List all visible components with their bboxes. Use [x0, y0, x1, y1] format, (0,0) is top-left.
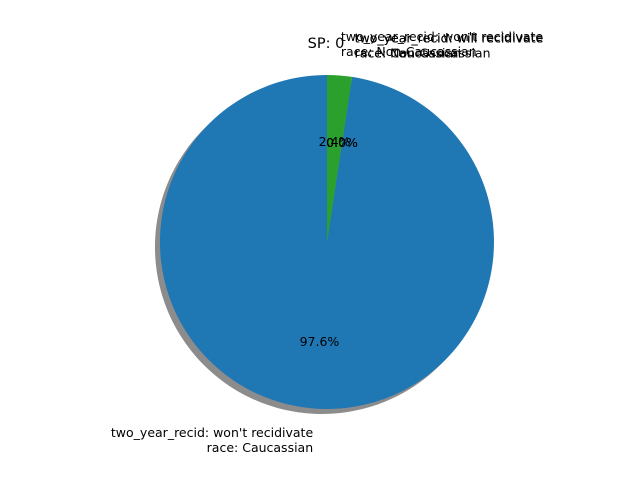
slice-label-line: race: Caucassian: [355, 45, 461, 60]
slice-label-0: two_year_recid: won't recidivate race: Ca…: [111, 425, 314, 455]
slice-label-3: two_year_recid: won't recidivate race: No…: [341, 29, 544, 59]
slice-label-line: two_year_recid: won't recidivate: [341, 29, 544, 44]
pie-slice-0: [159, 75, 494, 409]
slice-label-line: two_year_recid: will recidivate: [355, 30, 544, 45]
slice-label-line: two_year_recid: will recidivate: [355, 30, 544, 45]
slice-label-2: two_year_recid: will recidivate race: Cau…: [355, 30, 544, 60]
pie-slice-3: [327, 75, 353, 242]
slice-label-1: two_year_recid: will recidivate race: Non…: [355, 30, 544, 60]
chart-title: SP: 0: [308, 36, 345, 52]
slice-label-line: race: Non-Caucassian: [341, 44, 477, 59]
slice-label-line: race: Non-Caucassian: [355, 45, 491, 60]
percent-label-3: 2.4%: [319, 134, 351, 149]
percent-label-1: 0.0%: [326, 135, 358, 150]
percent-label-0: 97.6%: [300, 334, 340, 349]
slice-label-line: two_year_recid: won't recidivate: [111, 425, 314, 440]
slice-labels: two_year_recid: won't recidivate race: Ca…: [111, 29, 544, 455]
percent-labels: 97.6%0.0%0.0%2.4%: [300, 134, 358, 349]
slice-label-line: race: Caucassian: [207, 440, 313, 455]
pie-slices: [159, 75, 494, 409]
percent-label-2: 0.0%: [326, 135, 358, 150]
